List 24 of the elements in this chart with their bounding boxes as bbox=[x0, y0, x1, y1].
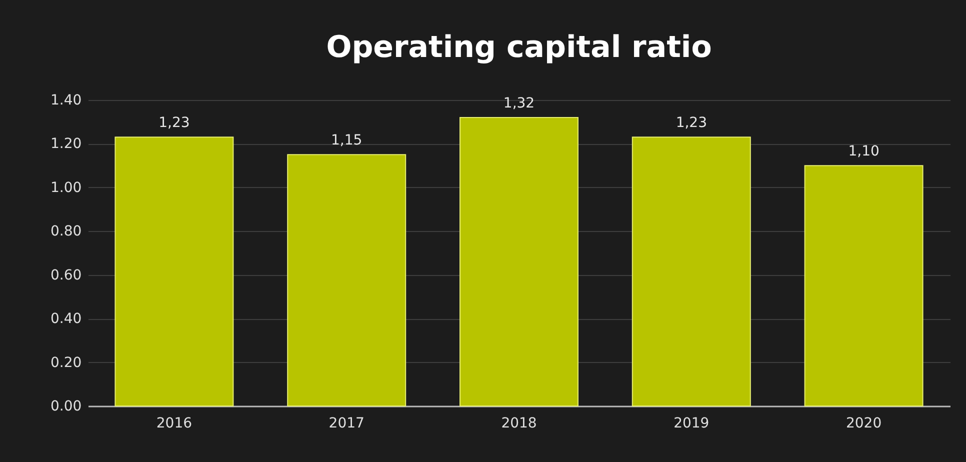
data-label: 1,15 bbox=[331, 132, 362, 149]
bar bbox=[632, 136, 751, 406]
data-label: 1,23 bbox=[158, 115, 190, 132]
x-tick-label: 2017 bbox=[328, 416, 364, 432]
bar bbox=[114, 136, 234, 406]
y-tick-label: 1.20 bbox=[50, 136, 82, 152]
bar bbox=[460, 116, 578, 406]
x-tick-label: 2018 bbox=[501, 416, 537, 432]
y-tick-label: 1.00 bbox=[50, 180, 82, 196]
y-tick-label: 1.40 bbox=[50, 92, 82, 108]
x-tick-label: 2020 bbox=[846, 416, 882, 432]
bar bbox=[804, 165, 924, 406]
y-tick-label: 0.80 bbox=[50, 224, 82, 240]
data-label: 1,10 bbox=[848, 144, 880, 160]
y-tick-label: 0.00 bbox=[50, 398, 82, 414]
x-tick-label: 2019 bbox=[674, 416, 710, 432]
y-tick-label: 0.20 bbox=[50, 354, 82, 371]
data-label: 1,32 bbox=[503, 95, 535, 112]
data-label: 1,23 bbox=[676, 115, 707, 132]
x-tick-label: 2016 bbox=[156, 416, 192, 432]
chart-title: Operating capital ratio bbox=[326, 30, 712, 65]
y-tick-label: 0.40 bbox=[50, 311, 82, 328]
y-tick-label: 0.60 bbox=[50, 267, 82, 284]
bar bbox=[287, 154, 406, 406]
